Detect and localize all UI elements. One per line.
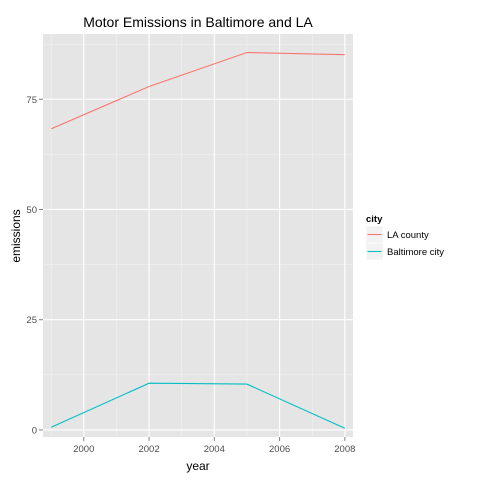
x-tick-label: 2000 — [73, 444, 94, 455]
legend-label: Baltimore city — [387, 247, 444, 258]
x-tick-label: 2002 — [138, 444, 159, 455]
y-axis-title: emissions — [9, 209, 23, 262]
y-tick-label: 0 — [32, 425, 37, 436]
x-tick-label: 2006 — [269, 444, 290, 455]
plot-panel — [43, 34, 353, 437]
chart-title: Motor Emissions in Baltimore and LA — [83, 14, 313, 30]
series-line-la-county — [50, 51, 345, 130]
y-tick-label: 50 — [26, 205, 37, 216]
x-tick-label: 2004 — [204, 444, 225, 455]
major-gridlines — [43, 34, 353, 437]
x-axis: 2000 2002 2004 2006 2008 — [73, 437, 355, 455]
y-tick-label: 75 — [26, 95, 37, 106]
x-axis-title: year — [186, 459, 209, 473]
y-tick-label: 25 — [26, 315, 37, 326]
y-axis: 0 25 50 75 — [26, 95, 43, 436]
series-line-baltimore-city — [50, 382, 346, 429]
x-tick-label: 2008 — [334, 444, 355, 455]
legend: city LA county Baltimore city — [365, 214, 444, 261]
legend-title: city — [366, 214, 383, 225]
series-lines — [50, 51, 346, 429]
legend-label: LA county — [387, 230, 429, 241]
